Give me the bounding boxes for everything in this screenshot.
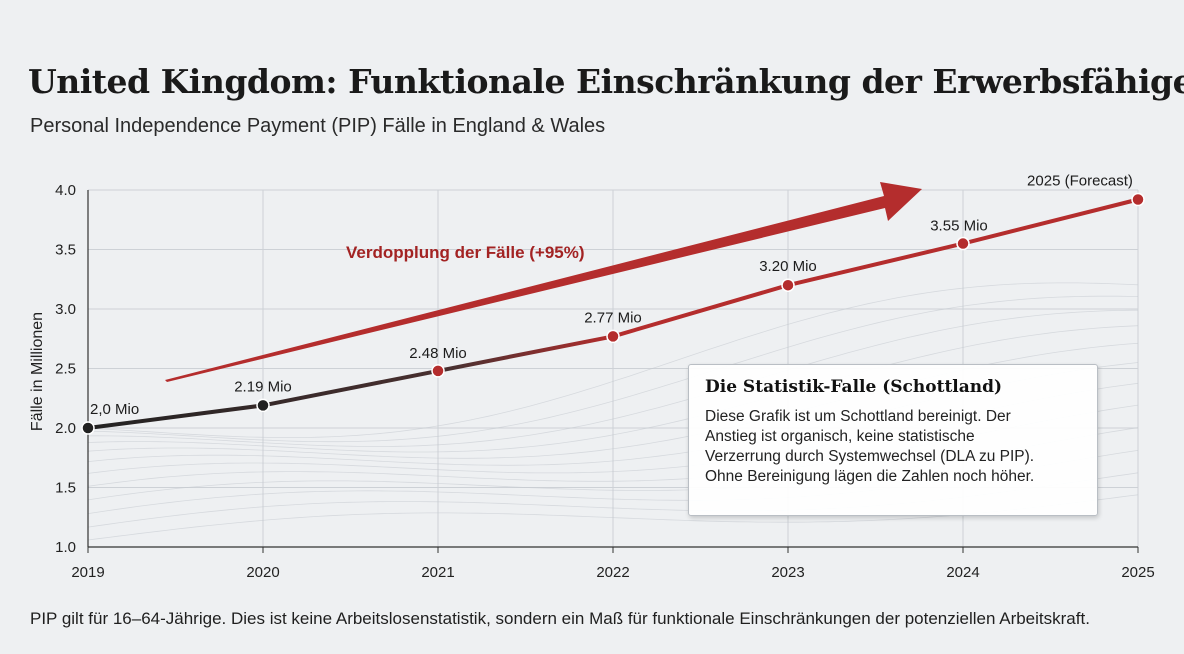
- data-label: 2.48 Mio: [409, 345, 467, 362]
- x-tick-label: 2022: [596, 564, 629, 581]
- callout-line: Diese Grafik ist um Schottland bereinigt…: [705, 408, 1011, 425]
- y-tick-label: 4.0: [55, 182, 76, 199]
- data-point: [81, 421, 95, 435]
- y-tick-label: 2.0: [55, 420, 76, 437]
- data-point: [1131, 192, 1145, 207]
- trend-arrow: Verdopplung der Fälle (+95%): [165, 182, 922, 382]
- data-point: [256, 398, 270, 413]
- x-tick-label: 2021: [421, 564, 454, 581]
- data-point: [606, 329, 620, 344]
- x-tick-label: 2025: [1121, 564, 1154, 581]
- callout-line: Anstieg ist organisch, keine statistisch…: [705, 428, 975, 445]
- texture-line: [87, 295, 1139, 443]
- x-tick-label: 2024: [946, 564, 979, 581]
- y-tick-label: 3.0: [55, 301, 76, 318]
- annotation-label: Verdopplung der Fälle (+95%): [346, 243, 585, 262]
- x-tick-label: 2023: [771, 564, 804, 581]
- data-points: [81, 192, 1145, 435]
- data-label: 2025 (Forecast): [1027, 173, 1133, 190]
- y-tick-label: 1.5: [55, 480, 76, 497]
- tick-labels: 1.0 1.5 2.0 2.5 3.0 3.5 4.0 2019 2020 2021 2022 202…: [29, 182, 1155, 581]
- callout-line: Ohne Bereinigung lägen die Zahlen noch h…: [705, 468, 1035, 485]
- arrow-shape: [165, 182, 922, 382]
- footnote: PIP gilt für 16–64-Jährige. Dies ist kei…: [30, 609, 1090, 628]
- data-label: 3.20 Mio: [759, 258, 817, 275]
- chart-subtitle: Personal Independence Payment (PIP) Fäll…: [30, 115, 606, 137]
- x-tick-label: 2019: [71, 564, 104, 581]
- data-point: [781, 278, 795, 292]
- callout-box: Die Statistik-Falle (Schottland) Diese G…: [688, 364, 1098, 516]
- data-label: 2.77 Mio: [584, 309, 642, 326]
- axes: [87, 190, 1139, 553]
- data-label: 2.19 Mio: [234, 378, 292, 395]
- callout-line: Verzerrung durch Systemwechsel (DLA zu P…: [705, 448, 1035, 465]
- data-label: 3.55 Mio: [930, 218, 988, 235]
- y-tick-label: 1.0: [55, 539, 76, 556]
- data-labels: 2,0 Mio 2.19 Mio 2.48 Mio 2.77 Mio 3.20 Mio 3…: [90, 173, 1133, 418]
- texture-line: [87, 325, 1139, 453]
- data-point: [431, 364, 445, 378]
- y-tick-label: 2.5: [55, 361, 76, 378]
- chart-title: United Kingdom: Funktionale Einschränkun…: [28, 62, 1184, 101]
- y-axis-label: Fälle in Millionen: [29, 312, 46, 431]
- texture-line: [87, 282, 1139, 438]
- callout-title: Die Statistik-Falle (Schottland): [705, 377, 1003, 397]
- y-tick-label: 3.5: [55, 242, 76, 259]
- x-tick-label: 2020: [246, 564, 279, 581]
- texture-line: [87, 309, 1139, 447]
- callout-body: Diese Grafik ist um Schottland bereinigt…: [705, 407, 1081, 487]
- data-label: 2,0 Mio: [90, 401, 139, 418]
- data-point: [956, 236, 970, 251]
